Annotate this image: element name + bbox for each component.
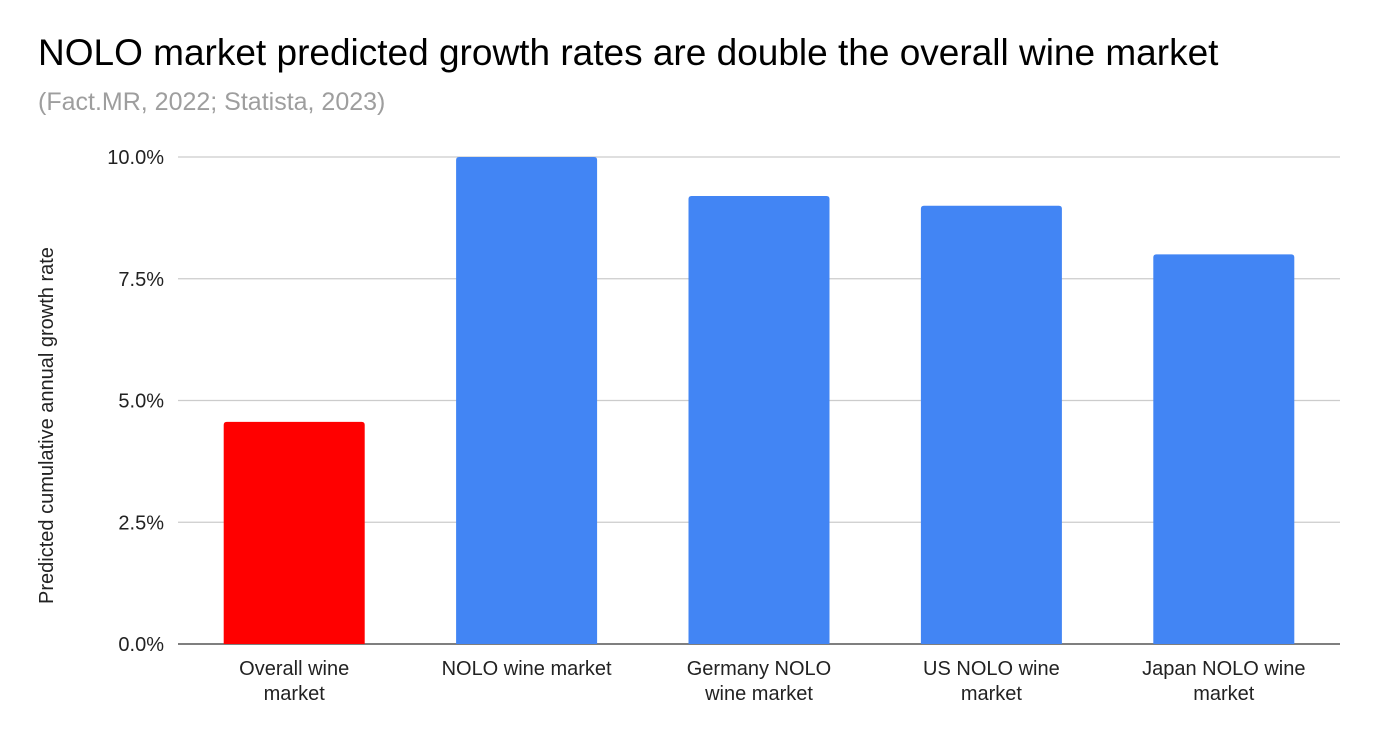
x-tick-label: wine market — [704, 683, 813, 705]
bar — [920, 205, 1062, 644]
chart-title: NOLO market predicted growth rates are d… — [38, 32, 1219, 73]
bar — [223, 421, 365, 644]
y-axis-label: Predicted cumulative annual growth rate — [36, 247, 58, 604]
x-tick-label: NOLO wine market — [442, 658, 612, 680]
x-tick-label: Overall wine — [239, 658, 349, 680]
y-tick-label: 0.0% — [118, 634, 164, 656]
bar — [688, 195, 830, 644]
bar — [1153, 254, 1295, 644]
x-tick-label: market — [264, 683, 326, 705]
y-tick-label: 7.5% — [118, 269, 164, 291]
x-tick-label: market — [961, 683, 1023, 705]
y-tick-label: 10.0% — [107, 147, 164, 169]
y-tick-label: 2.5% — [118, 512, 164, 534]
x-tick-label: Germany NOLO — [687, 658, 831, 680]
x-tick-label: US NOLO wine — [923, 658, 1060, 680]
x-tick-label: Japan NOLO wine — [1142, 658, 1305, 680]
x-tick-label: market — [1193, 683, 1255, 705]
chart-subtitle: (Fact.MR, 2022; Statista, 2023) — [38, 88, 386, 116]
bar — [456, 157, 598, 644]
y-tick-label: 5.0% — [118, 391, 164, 413]
